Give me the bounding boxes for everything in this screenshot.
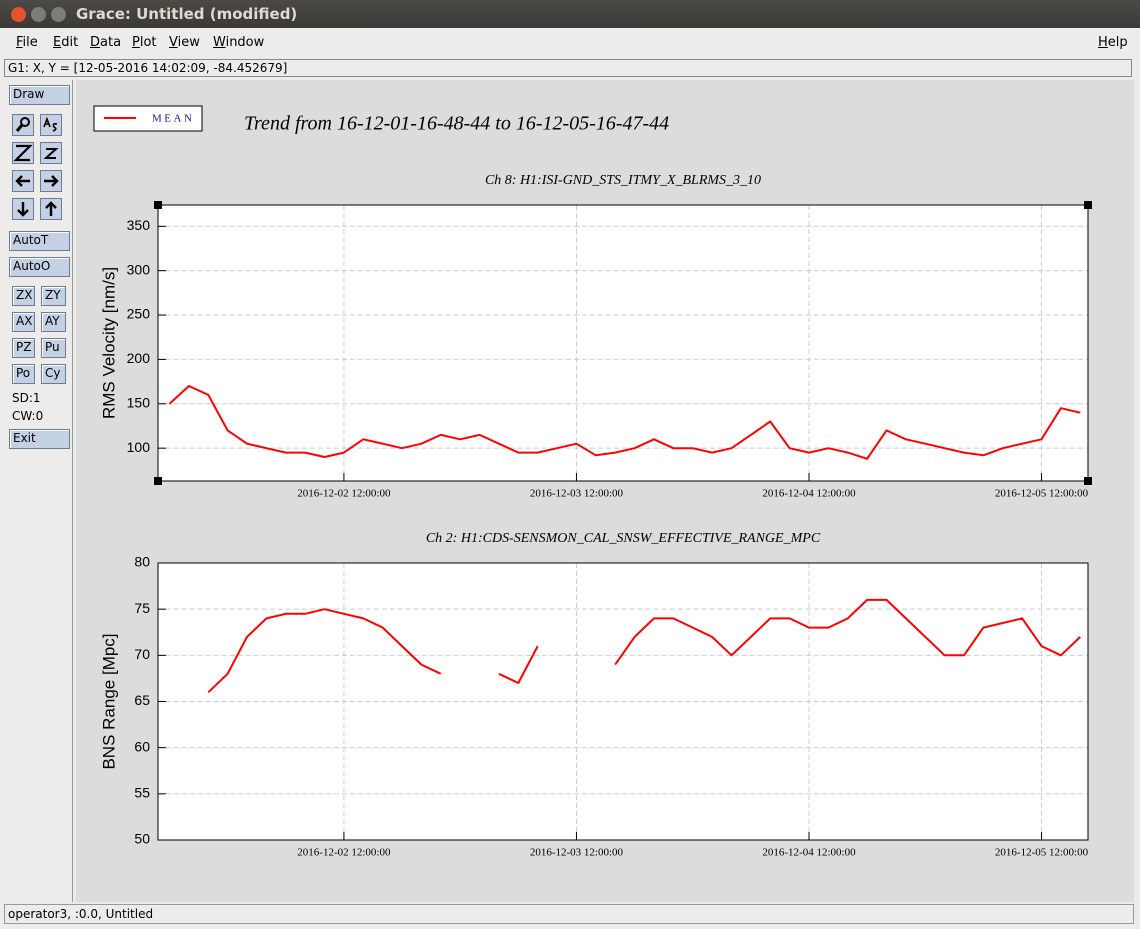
y-tick-label: 75 — [134, 600, 150, 616]
icon — [44, 175, 59, 187]
scroll-right-button[interactable] — [40, 170, 62, 192]
y-tick-label: 250 — [127, 306, 151, 322]
maximize-button[interactable] — [51, 7, 66, 22]
zoom-in-button[interactable] — [12, 142, 34, 164]
autoscale-text-button[interactable] — [40, 114, 62, 136]
data-line — [168, 385, 1081, 460]
chart-title: Ch 8: H1:ISI-GND_STS_ITMY_X_BLRMS_3_10 — [485, 173, 761, 188]
x-tick-label: 2016-12-05 12:00:00 — [995, 488, 1089, 500]
y-tick-label: 150 — [127, 394, 151, 410]
menu-item[interactable]: View — [169, 35, 200, 50]
plot-canvas: Trend from 16-12-01-16-48-44 to 16-12-05… — [76, 80, 1134, 902]
info-label: SD:1 — [12, 391, 41, 405]
y-tick-label: 50 — [134, 831, 150, 847]
tool-button[interactable]: Pu — [41, 338, 66, 358]
locator-bar: G1: X, Y = [12-05-2016 14:02:09, -84.452… — [4, 59, 1132, 77]
x-tick-label: 2016-12-03 12:00:00 — [530, 847, 624, 859]
menu-item[interactable]: Edit — [53, 35, 79, 50]
tool-button[interactable]: Cy — [41, 364, 66, 384]
minimize-button[interactable] — [31, 7, 46, 22]
window-title: Grace: Untitled (modified) — [76, 5, 298, 23]
tool-button[interactable]: ZY — [41, 286, 66, 306]
chart-title: Ch 2: H1:CDS-SENSMON_CAL_SNSW_EFFECTIVE_… — [426, 531, 821, 546]
plot-area — [158, 205, 1088, 481]
selection-handle — [154, 201, 162, 209]
scroll-up-button[interactable] — [40, 198, 62, 220]
icon — [13, 144, 33, 162]
menu-item[interactable]: Plot — [132, 35, 157, 50]
menu-item[interactable]: Help — [1098, 35, 1128, 50]
plot-frame — [157, 204, 1089, 482]
draw-button[interactable]: Draw — [9, 85, 70, 105]
scroll-left-button[interactable] — [12, 170, 34, 192]
menu-item[interactable]: File — [16, 35, 38, 50]
y-tick-label: 100 — [127, 439, 151, 455]
icon — [43, 148, 59, 159]
y-tick-label: 80 — [134, 554, 150, 570]
title-bar: Grace: Untitled (modified) — [0, 0, 1140, 28]
plot-frame — [157, 562, 1089, 841]
icon — [17, 202, 29, 217]
exit-button[interactable]: Exit — [9, 429, 70, 449]
icon — [15, 117, 30, 132]
x-tick-label: 2016-12-02 12:00:00 — [297, 847, 391, 859]
selection-handle — [1084, 201, 1092, 209]
data-line — [207, 598, 1081, 694]
y-tick-label: 60 — [134, 738, 150, 754]
info-label: CW:0 — [12, 409, 44, 423]
scroll-down-button[interactable] — [12, 198, 34, 220]
selection-handle — [1084, 477, 1092, 485]
tool-button[interactable]: AX — [12, 312, 35, 332]
icon — [43, 116, 58, 132]
zoom-out-button[interactable] — [40, 142, 62, 164]
x-tick-label: 2016-12-04 12:00:00 — [762, 847, 856, 859]
y-tick-label: 55 — [134, 785, 150, 801]
tool-button[interactable]: AY — [41, 312, 66, 332]
y-axis-label: RMS Velocity [nm/s] — [99, 267, 118, 419]
y-tick-label: 300 — [127, 261, 151, 277]
close-button[interactable] — [11, 7, 26, 22]
icon — [15, 175, 30, 187]
y-tick-label: 65 — [134, 692, 150, 708]
y-tick-label: 350 — [127, 217, 151, 233]
menu-item[interactable]: Data — [90, 35, 122, 50]
legend-label: MEAN — [152, 113, 194, 125]
tool-button[interactable]: Po — [12, 364, 35, 384]
y-tick-label: 70 — [134, 646, 150, 662]
y-axis-label: BNS Range [Mpc] — [99, 633, 118, 769]
selection-handle — [154, 477, 162, 485]
x-tick-label: 2016-12-03 12:00:00 — [530, 488, 624, 500]
x-tick-label: 2016-12-05 12:00:00 — [995, 847, 1089, 859]
x-tick-label: 2016-12-02 12:00:00 — [297, 488, 391, 500]
tool-button[interactable]: ZX — [12, 286, 35, 306]
tool-panel — [4, 80, 73, 902]
tool-button[interactable]: PZ — [12, 338, 35, 358]
autot-button[interactable]: AutoT — [9, 231, 70, 251]
y-tick-label: 200 — [127, 350, 151, 366]
zoom-button[interactable] — [12, 114, 34, 136]
icon — [45, 201, 57, 216]
autoo-button[interactable]: AutoO — [9, 257, 70, 277]
status-bar: operator3, :0.0, Untitled — [4, 904, 1134, 924]
menu-item[interactable]: Window — [213, 35, 265, 50]
x-tick-label: 2016-12-04 12:00:00 — [762, 488, 856, 500]
figure-title: Trend from 16-12-01-16-48-44 to 16-12-05… — [244, 113, 669, 135]
